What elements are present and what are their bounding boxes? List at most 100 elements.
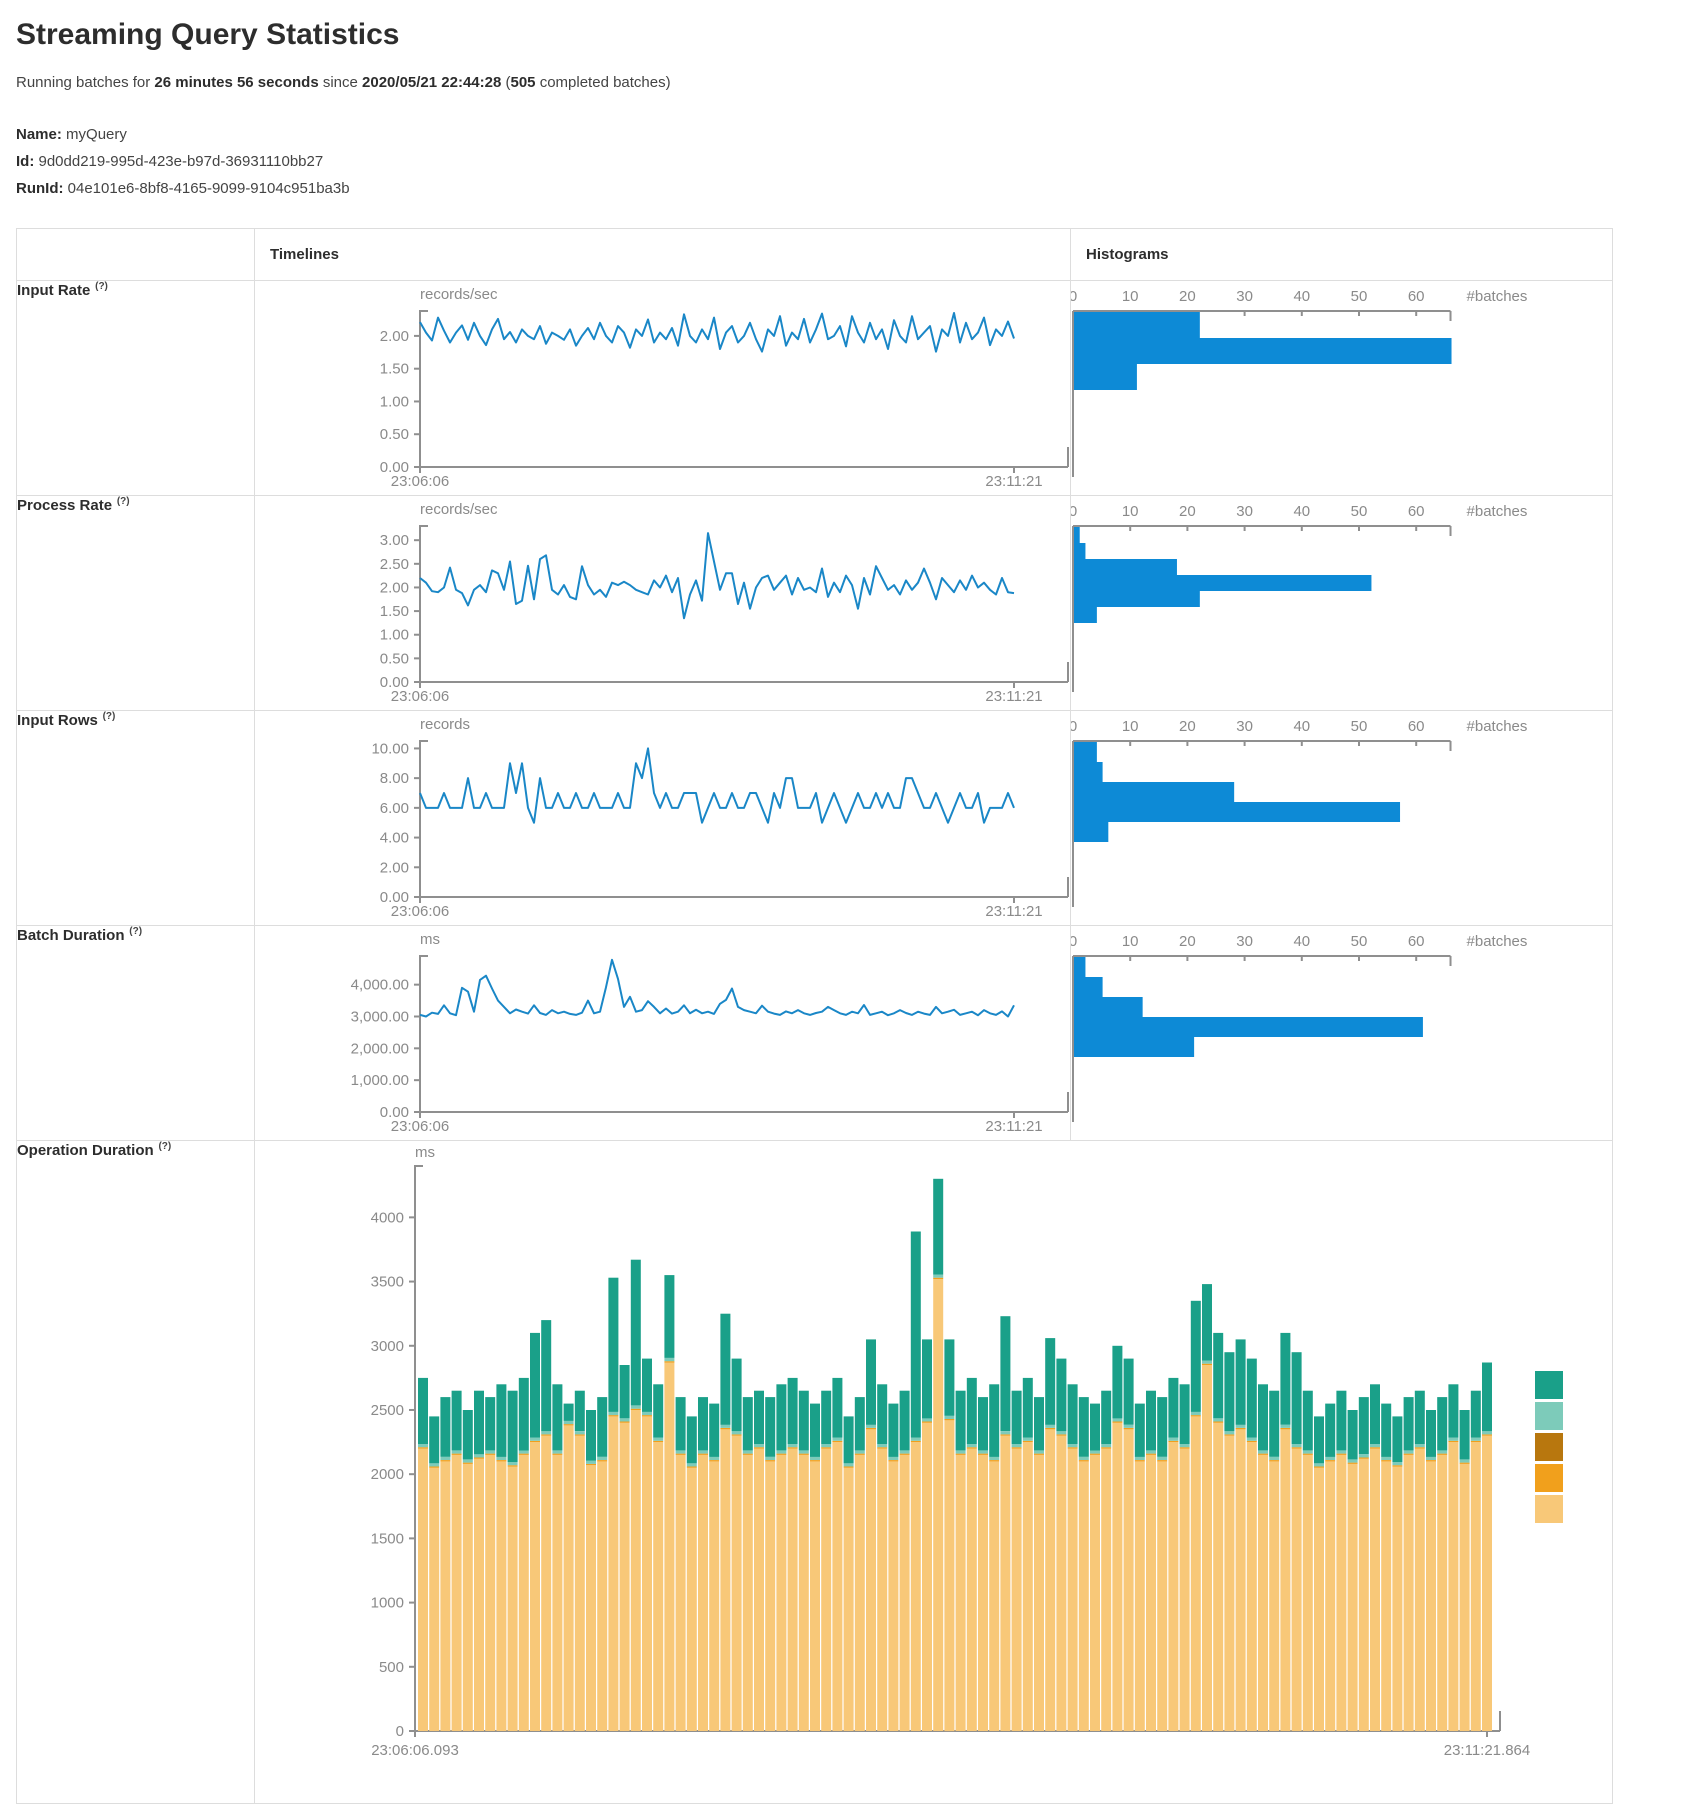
op-bar-segment-teal	[518, 1377, 529, 1451]
op-bar-segment-tan	[765, 1461, 776, 1731]
histogram-bar	[1074, 742, 1097, 762]
svg-text:60: 60	[1408, 288, 1425, 305]
completed-batches-count: 505	[510, 74, 536, 91]
since-text: since	[318, 74, 363, 91]
op-bar-segment-light-teal	[1482, 1431, 1492, 1435]
op-bar-segment-tan	[877, 1448, 888, 1731]
op-bar-segment-orange	[709, 1460, 720, 1462]
histogram-cell-input-rows: 0 10 20 30 40 50 60 #batches	[1069, 710, 1613, 926]
op-bar-segment-tan	[1448, 1442, 1459, 1731]
op-bar-segment-teal	[429, 1416, 440, 1464]
op-bar-segment-tan	[1078, 1461, 1089, 1731]
svg-text:0.00: 0.00	[380, 889, 409, 906]
op-bar-segment-light-teal	[541, 1431, 552, 1435]
op-bar-segment-teal	[440, 1397, 451, 1457]
svg-text:50: 50	[1351, 718, 1368, 735]
op-bar-segment-orange	[776, 1453, 787, 1455]
help-icon[interactable]: (?)	[155, 1141, 172, 1152]
op-bar-segment-tan	[888, 1461, 899, 1731]
op-bar-segment-orange	[686, 1466, 697, 1468]
op-bar-segment-teal	[899, 1390, 910, 1451]
op-bar-segment-orange	[664, 1361, 675, 1363]
runid-value: 04e101e6-8bf8-4165-9099-9104c951ba3b	[67, 180, 350, 197]
op-bar-segment-light-teal	[832, 1437, 843, 1441]
op-bar-segment-tan	[1202, 1365, 1212, 1731]
svg-text:23:06:06.093: 23:06:06.093	[371, 1742, 459, 1759]
op-bar-segment-teal	[1291, 1352, 1302, 1444]
op-bar-segment-orange	[1470, 1440, 1481, 1443]
op-bar-segment-light-teal	[1235, 1424, 1246, 1428]
op-bar-segment-tan	[1101, 1448, 1112, 1731]
op-bar-segment-light-teal	[563, 1420, 574, 1425]
op-bar-segment-teal	[955, 1390, 966, 1451]
op-bar-segment-tan	[462, 1463, 473, 1731]
op-bar-segment-tan	[966, 1448, 977, 1731]
op-bar-segment-teal	[507, 1390, 518, 1462]
op-bar-segment-orange	[1134, 1460, 1145, 1462]
row-label-batch-duration: Batch Duration (?)	[16, 925, 255, 1141]
row-input-rate: Input Rate (?) records/sec 0.00 0.50 1.00 1.5…	[16, 280, 1613, 496]
op-bar-segment-orange	[608, 1415, 619, 1417]
op-bar-segment-orange	[787, 1447, 798, 1449]
op-bar-segment-tan	[440, 1461, 451, 1731]
op-bar-segment-teal	[1414, 1390, 1425, 1444]
op-bar-segment-orange	[429, 1466, 440, 1468]
op-bar-segment-light-teal	[989, 1456, 1000, 1460]
help-icon[interactable]: (?)	[114, 496, 130, 507]
running-duration: 26 minutes 56 seconds	[154, 74, 319, 91]
svg-text:#batches: #batches	[1467, 288, 1528, 305]
op-bar-segment-orange	[1336, 1453, 1347, 1455]
help-icon[interactable]: (?)	[126, 926, 143, 937]
op-bar-segment-orange	[1437, 1453, 1448, 1455]
svg-text:1.50: 1.50	[380, 361, 409, 378]
histograms-header: Histograms	[1070, 228, 1613, 281]
op-bar-segment-teal	[1134, 1403, 1145, 1457]
op-bar-segment-tan	[933, 1279, 944, 1731]
op-bar-segment-light-teal	[1067, 1444, 1078, 1448]
op-bar-segment-orange	[1482, 1434, 1492, 1436]
op-bar-segment-tan	[664, 1362, 675, 1731]
op-bar-segment-orange	[1179, 1447, 1190, 1449]
svg-text:1.50: 1.50	[380, 603, 409, 620]
op-bar-segment-tan	[1370, 1448, 1380, 1731]
svg-text:3500: 3500	[371, 1274, 404, 1291]
histogram-bar	[1074, 1017, 1423, 1037]
histogram-bar	[1074, 575, 1372, 591]
op-bar-segment-light-teal	[1325, 1456, 1336, 1460]
svg-text:10: 10	[1122, 503, 1139, 520]
histogram-cell-batch-duration: 0 10 20 30 40 50 60 #batches	[1069, 925, 1613, 1141]
op-bar-segment-light-teal	[854, 1450, 865, 1454]
op-bar-segment-light-teal	[418, 1444, 428, 1448]
op-bar-segment-light-teal	[619, 1418, 630, 1422]
help-icon[interactable]: (?)	[99, 711, 116, 722]
op-bar-segment-orange	[754, 1447, 764, 1449]
op-bar-segment-light-teal	[530, 1437, 540, 1441]
timelines-header: Timelines	[254, 228, 1071, 281]
op-bar-segment-orange	[1459, 1462, 1470, 1464]
op-bar-segment-orange	[899, 1453, 910, 1455]
histogram-bar	[1074, 977, 1103, 997]
op-bar-segment-teal	[675, 1397, 686, 1451]
op-bar-segment-light-teal	[440, 1456, 451, 1460]
op-bar-segment-light-teal	[1414, 1444, 1425, 1448]
op-bar-segment-tan	[496, 1461, 507, 1731]
op-bar-segment-light-teal	[1370, 1444, 1380, 1448]
op-bar-segment-orange	[720, 1428, 731, 1430]
query-runid-line: RunId: 04e101e6-8bf8-4165-9099-9104c951b…	[16, 175, 1677, 202]
op-bar-segment-orange	[1045, 1428, 1056, 1430]
histogram-bar	[1074, 338, 1452, 364]
op-bar-segment-orange	[978, 1453, 988, 1455]
op-bar-segment-light-teal	[978, 1450, 988, 1454]
histogram-chart-process-rate: 0 10 20 30 40 50 60 #batches	[1069, 503, 1527, 692]
op-bar-segment-tan	[1045, 1429, 1056, 1731]
op-bar-segment-teal	[1112, 1345, 1123, 1419]
help-icon[interactable]: (?)	[92, 281, 108, 292]
op-bar-segment-light-teal	[720, 1424, 731, 1428]
op-bar-segment-light-teal	[1045, 1424, 1056, 1428]
histogram-bar	[1074, 802, 1401, 822]
op-bar-segment-light-teal	[1459, 1459, 1470, 1463]
op-bar-segment-teal	[888, 1403, 899, 1457]
op-bar-segment-tan	[1325, 1461, 1336, 1731]
op-bar-segment-teal	[451, 1390, 462, 1451]
op-bar-segment-teal	[1246, 1358, 1257, 1438]
